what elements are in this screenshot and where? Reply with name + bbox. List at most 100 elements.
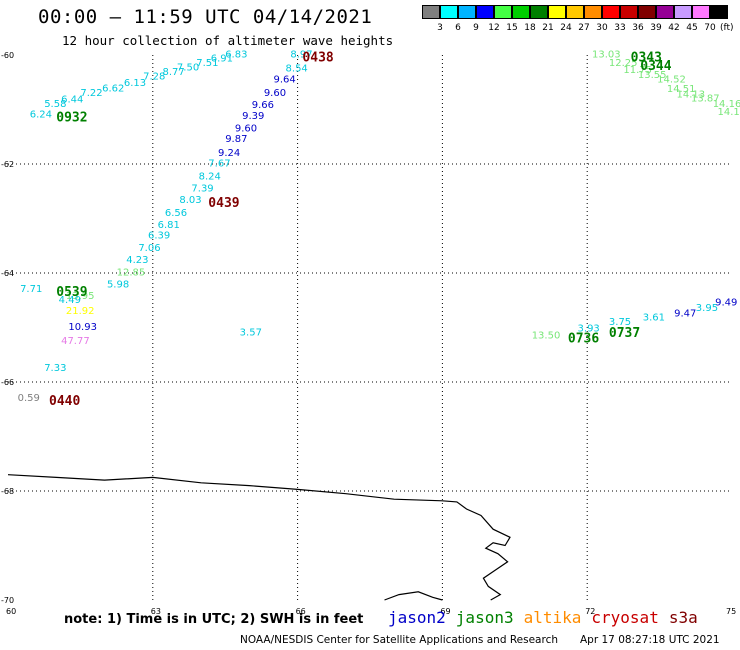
legend-swatch	[476, 5, 494, 19]
legend-swatch	[566, 5, 584, 19]
legend-tick: 45	[686, 23, 698, 33]
wave-height-label: 0.59	[18, 393, 40, 404]
legend-swatch	[494, 5, 512, 19]
credit-line: NOAA/NESDIS Center for Satellite Applica…	[240, 634, 558, 646]
wave-height-label: 8.24	[199, 171, 221, 182]
satellite-name-s3a: s3a	[668, 608, 698, 627]
legend-swatch	[656, 5, 674, 19]
lat-tick-label: -66	[1, 378, 14, 387]
map-subtitle: 12 hour collection of altimeter wave hei…	[62, 33, 394, 48]
wave-height-label: 13.95	[66, 291, 95, 302]
wave-height-label: 9.60	[235, 123, 257, 134]
legend-unit: (ft)	[720, 23, 734, 33]
wave-height-label: 6.56	[165, 208, 187, 219]
lon-tick-label: 69	[440, 607, 450, 616]
lat-tick-label: -64	[1, 269, 14, 278]
lon-tick-label: 63	[151, 607, 161, 616]
coastline	[7, 474, 511, 601]
legend-tick: 24	[560, 23, 572, 33]
wave-height-label: 9.39	[242, 111, 264, 122]
satellite-legend: jason2 jason3 altika cryosat s3a	[388, 608, 708, 627]
wave-height-label: 47.77	[61, 336, 90, 347]
wave-height-label: 9.87	[225, 134, 247, 145]
wave-height-label: 6.83	[225, 50, 247, 61]
legend-tick: 6	[455, 23, 461, 33]
wave-height-label: 8.03	[179, 195, 201, 206]
wave-height-label: 3.93	[578, 323, 600, 334]
wave-height-label: 14.52	[657, 74, 686, 85]
legend-swatch	[458, 5, 476, 19]
legend-swatch	[620, 5, 638, 19]
lon-tick-label: 66	[296, 607, 306, 616]
wave-height-label: 7.50	[177, 62, 199, 73]
pass-time-label: 0440	[49, 394, 80, 409]
pass-time-label: 0737	[609, 326, 640, 341]
wave-height-label: 6.91	[211, 54, 233, 65]
wave-height-label: 12.85	[117, 268, 146, 279]
wave-height-label: 14.13	[676, 90, 705, 101]
pass-time-label: 0439	[208, 196, 239, 211]
wave-height-label: 8.97	[290, 50, 312, 61]
legend-swatch	[422, 5, 440, 19]
lon-tick-label: 60	[6, 607, 16, 616]
wave-height-label: 13.03	[592, 50, 621, 61]
legend-swatch	[674, 5, 692, 19]
wave-height-label: 3.57	[240, 328, 262, 339]
wave-height-label: 7.67	[208, 159, 230, 170]
pass-time-label: 0539	[56, 285, 87, 300]
wave-height-label: 3.75	[609, 317, 631, 328]
wave-height-label: 7.28	[143, 72, 165, 83]
legend-tick: 27	[578, 23, 590, 33]
pass-time-label: 0438	[302, 51, 333, 66]
lat-tick-label: -60	[1, 51, 14, 60]
wave-height-label: 13.87	[691, 93, 720, 104]
lon-tick-label: 72	[585, 607, 595, 616]
wave-height-label: 5.98	[107, 280, 129, 291]
wave-height-label: 14.15	[718, 107, 740, 118]
legend-tick: 18	[524, 23, 536, 33]
legend-tick: 3	[437, 23, 443, 33]
legend-swatch	[548, 5, 566, 19]
wave-height-label: 21.92	[66, 306, 95, 317]
wave-height-label: 6.39	[148, 231, 170, 242]
wave-height-label: 7.06	[138, 243, 160, 254]
pass-time-label: 0932	[56, 111, 87, 126]
wave-height-label: 3.61	[643, 312, 665, 323]
lat-tick-label: -70	[1, 596, 14, 605]
wave-height-label: 3.95	[696, 303, 718, 314]
legend-swatch	[530, 5, 548, 19]
wave-height-label: 6.62	[102, 84, 124, 95]
coastline-segment	[384, 591, 443, 601]
legend-tick: 21	[542, 23, 554, 33]
legend-swatch	[638, 5, 656, 19]
satellite-name-jason3: jason3	[455, 608, 514, 627]
lat-tick-label: -62	[1, 160, 14, 169]
legend-tick: 33	[614, 23, 626, 33]
wave-height-label: 8.77	[162, 67, 184, 78]
lon-tick-label: 75	[726, 607, 736, 616]
wave-height-label: 8.54	[286, 63, 308, 74]
wave-height-label: 6.81	[158, 220, 180, 231]
wave-height-label: 7.51	[196, 58, 218, 69]
satellite-name-cryosat: cryosat	[591, 608, 659, 627]
wave-height-label: 12.25	[609, 58, 638, 69]
legend-swatch	[584, 5, 602, 19]
legend-tick: 70	[704, 23, 716, 33]
pass-time-label: 0344	[640, 59, 671, 74]
wave-height-label: 4.49	[59, 295, 81, 306]
legend-tick: 12	[488, 23, 500, 33]
satellite-name-altika: altika	[523, 608, 582, 627]
footer-note: note: 1) Time is in UTC; 2) SWH is in fe…	[64, 612, 364, 627]
credit-timestamp: Apr 17 08:27:18 UTC 2021	[580, 634, 720, 646]
wave-height-label: 13.55	[638, 70, 667, 81]
legend-tick: 36	[632, 23, 644, 33]
wave-height-label: 9.47	[674, 309, 696, 320]
legend-tick: 15	[506, 23, 518, 33]
wave-height-label: 10.93	[68, 322, 97, 333]
wave-height-label: 13.50	[532, 330, 561, 341]
wave-height-label: 9.24	[218, 148, 240, 159]
legend-swatch	[512, 5, 530, 19]
legend-swatch	[710, 5, 728, 19]
legend-swatch	[692, 5, 710, 19]
wave-height-label: 9.64	[273, 74, 295, 85]
